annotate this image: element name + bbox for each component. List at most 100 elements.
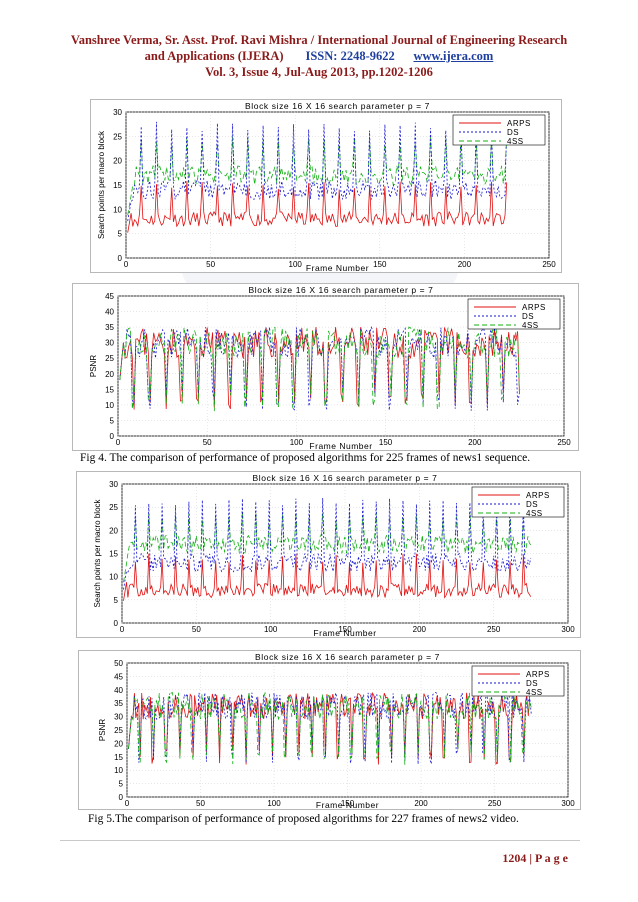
legend-label-ds: DS bbox=[522, 312, 534, 321]
y-axis-label: PSNR bbox=[98, 719, 107, 741]
y-tick-label: 35 bbox=[105, 323, 114, 332]
legend-label-ds: DS bbox=[507, 128, 519, 137]
fig4-caption: Fig 4. The comparison of performance of … bbox=[80, 452, 531, 464]
y-tick-label: 20 bbox=[105, 370, 114, 379]
y-tick-label: 20 bbox=[113, 157, 122, 166]
x-tick-label: 50 bbox=[206, 260, 215, 269]
y-tick-label: 15 bbox=[113, 181, 122, 190]
x-tick-label: 200 bbox=[414, 799, 428, 808]
x-tick-label: 150 bbox=[341, 799, 355, 808]
chart-svg-2: Block size 16 X 16 search parameter p = … bbox=[89, 285, 571, 450]
legend-label-4ss: 4SS bbox=[526, 688, 543, 697]
y-tick-label: 10 bbox=[113, 205, 122, 214]
y-tick-label: 20 bbox=[114, 739, 123, 748]
x-tick-label: 150 bbox=[338, 625, 352, 634]
series-line-ds bbox=[127, 121, 508, 222]
y-tick-label: 15 bbox=[105, 385, 114, 394]
x-axis-label: Frame Number bbox=[309, 441, 372, 450]
y-tick-label: 0 bbox=[110, 432, 115, 441]
chart-title: Block size 16 X 16 search parameter p = … bbox=[248, 285, 433, 295]
chart-svg-3: Block size 16 X 16 search parameter p = … bbox=[93, 473, 575, 637]
y-tick-label: 45 bbox=[114, 672, 123, 681]
y-tick-label: 5 bbox=[114, 596, 119, 605]
x-tick-label: 250 bbox=[488, 799, 502, 808]
y-tick-label: 40 bbox=[114, 686, 123, 695]
chart-title: Block size 16 X 16 search parameter p = … bbox=[245, 101, 430, 111]
x-tick-label: 50 bbox=[192, 625, 201, 634]
x-tick-label: 150 bbox=[373, 260, 387, 269]
x-tick-label: 100 bbox=[264, 625, 278, 634]
fig5-caption: Fig 5.The comparison of performance of p… bbox=[88, 813, 519, 825]
y-tick-label: 10 bbox=[109, 573, 118, 582]
legend-label-4ss: 4SS bbox=[507, 137, 524, 146]
x-tick-label: 300 bbox=[561, 799, 575, 808]
journal-header: Vanshree Verma, Sr. Asst. Prof. Ravi Mis… bbox=[0, 32, 638, 80]
series-line-arps bbox=[127, 181, 508, 233]
x-tick-label: 250 bbox=[542, 260, 556, 269]
y-axis-label: PSNR bbox=[89, 355, 98, 377]
x-tick-label: 250 bbox=[487, 625, 501, 634]
page-number: 1204 | P a g e bbox=[502, 851, 568, 865]
legend-label-arps: ARPS bbox=[526, 491, 550, 500]
x-tick-label: 200 bbox=[413, 625, 427, 634]
y-tick-label: 15 bbox=[109, 550, 118, 559]
y-tick-label: 5 bbox=[118, 230, 123, 239]
y-tick-label: 35 bbox=[114, 699, 123, 708]
y-axis-label: Search points per macro block bbox=[97, 130, 106, 239]
x-tick-label: 150 bbox=[379, 438, 393, 447]
x-tick-label: 0 bbox=[116, 438, 121, 447]
chart-title: Block size 16 X 16 search parameter p = … bbox=[252, 473, 437, 483]
x-tick-label: 200 bbox=[458, 260, 472, 269]
x-tick-label: 100 bbox=[289, 260, 303, 269]
y-tick-label: 40 bbox=[105, 308, 114, 317]
x-tick-label: 200 bbox=[468, 438, 482, 447]
y-tick-label: 10 bbox=[114, 766, 123, 775]
x-tick-label: 250 bbox=[557, 438, 571, 447]
y-tick-label: 20 bbox=[109, 526, 118, 535]
footer-divider bbox=[60, 840, 580, 841]
y-tick-label: 5 bbox=[119, 780, 124, 789]
y-tick-label: 30 bbox=[109, 480, 118, 489]
y-tick-label: 0 bbox=[118, 254, 123, 263]
y-tick-label: 30 bbox=[105, 339, 114, 348]
issn-label: ISSN: 2248-9622 bbox=[305, 49, 395, 63]
y-tick-label: 45 bbox=[105, 292, 114, 301]
y-tick-label: 25 bbox=[114, 726, 123, 735]
chart-title: Block size 16 X 16 search parameter p = … bbox=[255, 652, 440, 662]
x-axis-label: Frame Number bbox=[306, 263, 369, 272]
series-line-arps bbox=[123, 553, 532, 601]
chart-svg-4: Block size 16 X 16 search parameter p = … bbox=[98, 652, 575, 809]
y-tick-label: 50 bbox=[114, 659, 123, 668]
journal-url-link[interactable]: www.ijera.com bbox=[413, 49, 494, 63]
header-line2: and Applications (IJERA) ISSN: 2248-9622… bbox=[0, 48, 638, 64]
legend-box bbox=[471, 486, 565, 518]
legend-box bbox=[452, 114, 546, 146]
header-line2-text: and Applications (IJERA) bbox=[144, 49, 284, 63]
y-tick-label: 30 bbox=[113, 108, 122, 117]
legend-label-4ss: 4SS bbox=[522, 321, 539, 330]
legend-label-ds: DS bbox=[526, 679, 538, 688]
y-tick-label: 10 bbox=[105, 401, 114, 410]
header-line3: Vol. 3, Issue 4, Jul-Aug 2013, pp.1202-1… bbox=[205, 65, 433, 79]
y-tick-label: 25 bbox=[113, 132, 122, 141]
x-tick-label: 0 bbox=[125, 799, 130, 808]
legend-label-arps: ARPS bbox=[522, 303, 546, 312]
series-line-ds bbox=[123, 497, 532, 590]
y-tick-label: 25 bbox=[105, 354, 114, 363]
chart-svg-1: Block size 16 X 16 search parameter p = … bbox=[97, 101, 556, 272]
y-tick-label: 0 bbox=[114, 619, 119, 628]
series-line-ds bbox=[119, 326, 520, 411]
x-axis-label: Frame Number bbox=[313, 628, 376, 637]
x-tick-label: 0 bbox=[124, 260, 129, 269]
header-line1: Vanshree Verma, Sr. Asst. Prof. Ravi Mis… bbox=[70, 33, 568, 47]
series-line-4ss bbox=[123, 512, 532, 583]
x-tick-label: 100 bbox=[267, 799, 281, 808]
x-tick-label: 50 bbox=[203, 438, 212, 447]
y-tick-label: 0 bbox=[119, 793, 124, 802]
y-tick-label: 25 bbox=[109, 503, 118, 512]
legend-label-4ss: 4SS bbox=[526, 509, 543, 518]
legend-label-arps: ARPS bbox=[507, 119, 531, 128]
figure-chart-2: Block size 16 X 16 search parameter p = … bbox=[72, 283, 579, 451]
legend-label-arps: ARPS bbox=[526, 670, 550, 679]
y-tick-label: 5 bbox=[110, 416, 115, 425]
